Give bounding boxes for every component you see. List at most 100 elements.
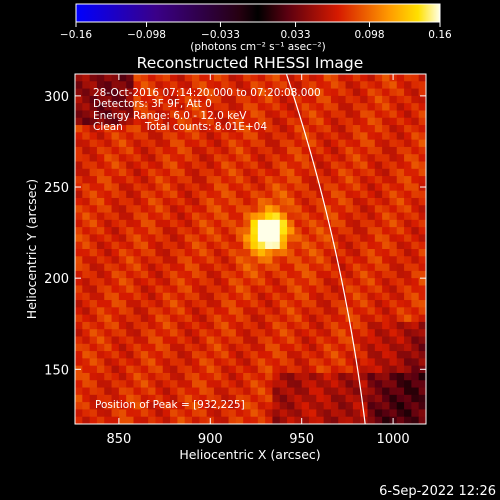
heatmap-cell [279,402,288,411]
heatmap-cell [96,139,105,148]
heatmap-cell [206,300,215,308]
heatmap-cell [257,74,266,82]
heatmap-cell [82,81,91,90]
heatmap-cell [294,314,303,323]
heatmap-cell [352,285,361,294]
heatmap-cell [184,278,193,287]
heatmap-cell [309,103,317,112]
heatmap-cell [192,409,200,418]
heatmap-cell [140,307,149,316]
heatmap-cell [192,88,200,97]
heatmap-cell [235,307,244,316]
heatmap-cell [199,81,208,90]
heatmap-cell [140,125,149,133]
heatmap-cell [199,292,208,301]
heatmap-cell [418,314,426,323]
heatmap-cell [75,74,83,82]
heatmap-cell [213,394,222,403]
heatmap-cell [133,394,142,403]
heatmap-cell [367,117,376,126]
heatmap-cell [155,241,164,250]
heatmap-cell [82,227,91,236]
heatmap-cell [279,125,288,133]
heatmap-cell [221,256,230,265]
heatmap-cell [140,249,149,257]
heatmap-cell [75,278,83,287]
heatmap-cell [75,394,83,403]
heatmap-cell [82,241,91,250]
heatmap-cell [294,176,303,184]
heatmap-cell [330,154,339,163]
heatmap-cell [323,154,332,163]
heatmap-cell [257,146,266,155]
heatmap-cell [265,256,274,265]
heatmap-cell [411,380,420,389]
heatmap-cell [133,132,142,141]
heatmap-cell [265,409,274,418]
heatmap-cell [411,285,420,294]
heatmap-cell [199,270,208,279]
heatmap-cell [323,300,332,308]
heatmap-cell [126,292,135,301]
heatmap-cell [133,343,142,352]
heatmap-cell [126,74,135,82]
heatmap-cell [250,139,259,148]
heatmap-cell [243,402,252,411]
heatmap-cell [389,139,398,148]
heatmap-cell [396,117,405,126]
heatmap-cell [301,336,310,345]
heatmap-cell [404,241,412,250]
heatmap-cell [257,176,266,184]
heatmap-cell [126,321,135,330]
heatmap-cell [294,358,303,367]
heatmap-cell [82,139,91,148]
heatmap-cell [133,402,142,411]
heatmap-cell [221,227,230,236]
heatmap-cell [265,146,274,155]
heatmap-cell [213,300,222,308]
heatmap-cell [287,343,295,352]
heatmap-cell [235,321,244,330]
heatmap-cell [126,81,135,90]
heatmap-cell [309,197,317,206]
heatmap-cell [177,329,186,338]
heatmap-cell [213,387,222,396]
heatmap-cell [404,176,412,184]
heatmap-cell [287,190,295,199]
heatmap-cell [316,234,325,243]
heatmap-cell [374,270,383,279]
heatmap-cell [301,168,310,177]
heatmap-cell [418,132,426,141]
heatmap-cell [265,88,274,97]
heatmap-cell [118,358,127,367]
heatmap-cell [243,219,252,228]
heatmap-cell [330,416,339,424]
heatmap-cell [389,81,398,90]
heatmap-cell [345,95,354,104]
heatmap-cell [148,409,157,418]
heatmap-cell [170,351,178,359]
heatmap-cell [155,314,164,323]
heatmap-cell [155,154,164,163]
heatmap-cell [199,402,208,411]
heatmap-cell [199,314,208,323]
heatmap-cell [104,190,113,199]
heatmap-cell [345,125,354,133]
heatmap-cell [221,219,230,228]
heatmap-cell [265,307,274,316]
heatmap-cell [396,372,405,381]
heatmap-cell [301,227,310,236]
heatmap-cell [279,241,288,250]
heatmap-cell [170,74,178,82]
heatmap-cell [250,205,259,214]
heatmap-cell [338,227,347,236]
heatmap-cell [294,300,303,308]
heatmap-cell [404,416,412,424]
heatmap-cell [352,329,361,338]
heatmap-cell [411,125,420,133]
heatmap-cell [155,321,164,330]
heatmap-cell [162,307,171,316]
heatmap-cell [287,249,295,257]
heatmap-cell [389,205,398,214]
heatmap-cell [250,227,259,236]
